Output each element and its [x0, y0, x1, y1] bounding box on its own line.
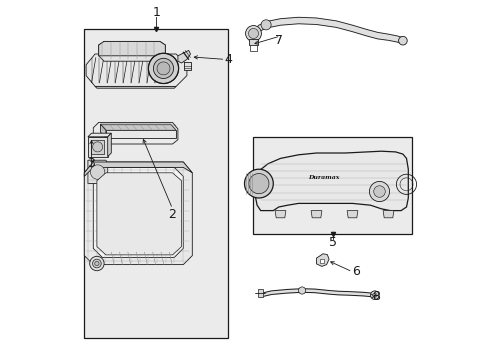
Text: 5: 5 [328, 237, 336, 249]
Text: 8: 8 [371, 291, 379, 303]
Bar [184, 62, 190, 70]
Polygon shape [382, 211, 393, 218]
Polygon shape [260, 289, 374, 297]
Circle shape [368, 181, 389, 202]
Circle shape [90, 165, 104, 179]
Polygon shape [88, 160, 107, 184]
Polygon shape [99, 41, 165, 56]
Polygon shape [97, 173, 181, 255]
Text: 3: 3 [87, 157, 95, 170]
Polygon shape [275, 211, 285, 218]
Text: 7: 7 [274, 34, 282, 47]
Polygon shape [253, 17, 402, 44]
Polygon shape [101, 124, 176, 130]
Polygon shape [88, 133, 111, 137]
Text: Duramax: Duramax [307, 175, 339, 180]
Circle shape [248, 174, 268, 194]
Circle shape [92, 142, 102, 152]
Bar [91, 140, 104, 154]
Text: 4: 4 [224, 53, 232, 66]
Polygon shape [86, 54, 186, 86]
Polygon shape [88, 137, 107, 157]
Text: 1: 1 [152, 6, 160, 19]
Polygon shape [107, 133, 111, 157]
Circle shape [95, 261, 99, 266]
Circle shape [244, 169, 273, 198]
Polygon shape [316, 254, 328, 266]
Circle shape [153, 58, 173, 78]
Text: 6: 6 [351, 265, 359, 278]
Circle shape [398, 36, 407, 45]
Bar [320, 259, 324, 263]
Polygon shape [84, 162, 192, 176]
Bar [253, 137, 411, 234]
Polygon shape [310, 211, 321, 218]
Circle shape [245, 26, 261, 41]
Polygon shape [255, 151, 407, 211]
Circle shape [92, 259, 101, 268]
Polygon shape [99, 41, 165, 61]
Polygon shape [178, 50, 190, 63]
Circle shape [373, 186, 385, 197]
Circle shape [370, 291, 378, 300]
Polygon shape [346, 211, 357, 218]
Circle shape [89, 256, 104, 271]
Polygon shape [84, 162, 192, 265]
Polygon shape [257, 289, 263, 297]
Circle shape [148, 53, 178, 84]
Bar [248, 39, 258, 45]
Bar [250, 45, 256, 51]
Polygon shape [101, 124, 106, 138]
Polygon shape [93, 167, 183, 257]
Circle shape [248, 28, 258, 39]
Circle shape [298, 287, 305, 294]
Circle shape [261, 20, 270, 30]
Bar [84, 29, 228, 338]
Polygon shape [95, 86, 176, 88]
Circle shape [157, 62, 170, 75]
Circle shape [372, 293, 376, 297]
Text: 2: 2 [168, 208, 176, 221]
Polygon shape [106, 130, 176, 138]
